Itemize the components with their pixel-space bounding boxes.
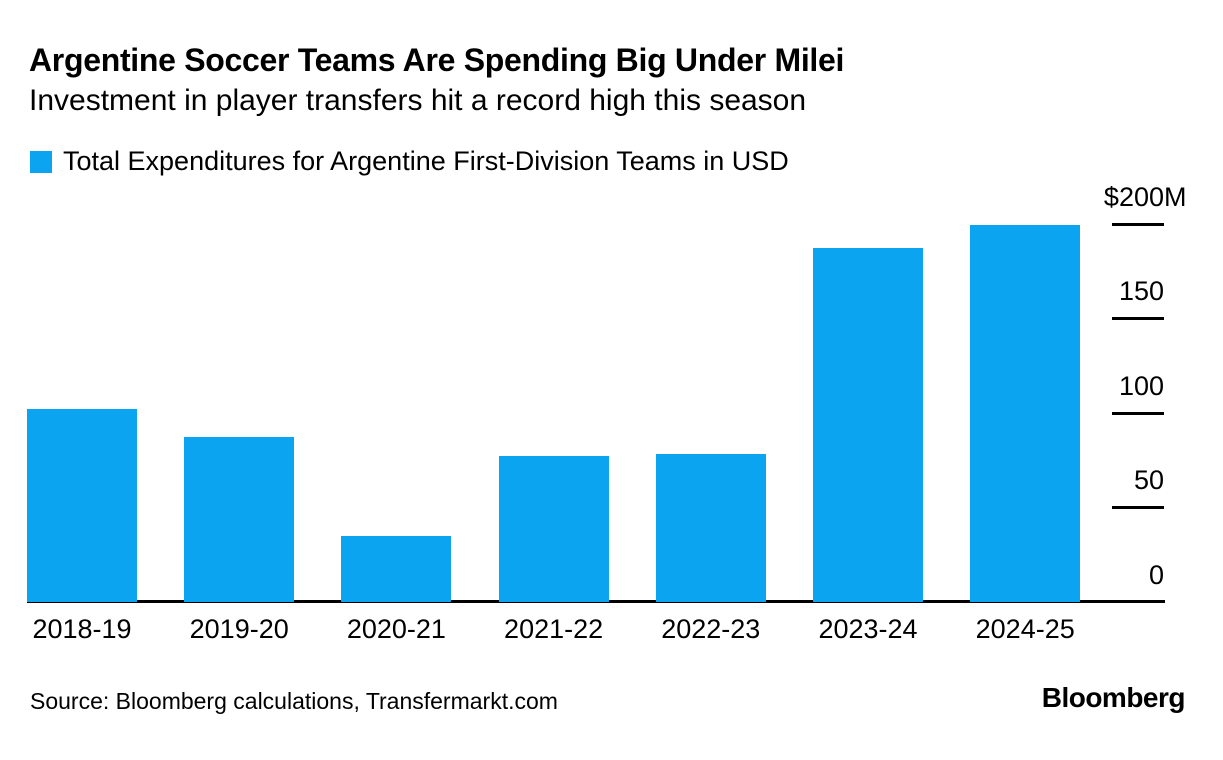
bar-2018-19 — [27, 408, 137, 602]
y-axis-tick-150 — [1112, 317, 1164, 321]
source-note: Source: Bloomberg calculations, Transfer… — [30, 688, 558, 714]
legend-label: Total Expenditures for Argentine First-D… — [63, 146, 789, 176]
y-axis-label-100: 100 — [1118, 370, 1164, 401]
bloomberg-logo: Bloomberg — [1041, 682, 1186, 713]
chart-title: Argentine Soccer Teams Are Spending Big … — [29, 42, 845, 78]
chart-legend: Total Expenditures for Argentine First-D… — [30, 146, 789, 177]
x-axis-label-2023-24: 2023-24 — [818, 614, 918, 644]
x-axis-label-2021-22: 2021-22 — [504, 614, 604, 644]
y-axis-tick-100 — [1112, 411, 1164, 415]
x-axis-label-2018-19: 2018-19 — [32, 614, 132, 644]
bar-2020-21 — [341, 535, 452, 602]
chart-subtitle: Investment in player transfers hit a rec… — [29, 84, 807, 117]
y-axis-tick-50 — [1112, 506, 1164, 510]
bar-2022-23 — [655, 454, 766, 602]
y-axis-label-200: $200 M — [1103, 181, 1187, 212]
y-axis-label-50: 50 — [1133, 465, 1164, 496]
bar-2021-22 — [498, 456, 609, 602]
bar-2019-20 — [184, 437, 295, 602]
y-axis-label-150: 150 — [1118, 276, 1164, 307]
legend-swatch-icon — [30, 150, 52, 173]
y-axis-tick-200 — [1112, 222, 1164, 226]
bar-2023-24 — [813, 248, 923, 602]
x-axis-label-2020-21: 2020-21 — [346, 614, 446, 644]
y-axis-label-0: 0 — [1148, 560, 1164, 590]
x-axis-label-2019-20: 2019-20 — [189, 614, 289, 644]
x-axis-label-2024-25: 2024-25 — [975, 614, 1075, 644]
bar-2024-25 — [970, 225, 1081, 602]
x-axis-label-2022-23: 2022-23 — [661, 614, 761, 644]
y-axis-unit-suffix: M — [1164, 181, 1187, 212]
